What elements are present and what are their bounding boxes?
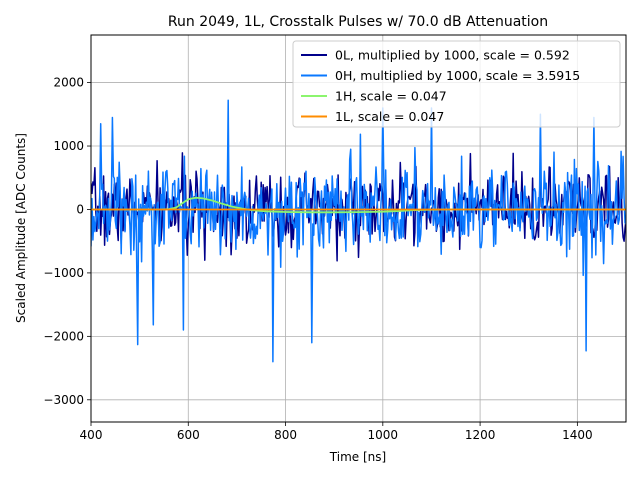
legend-label: 1H, scale = 0.047 xyxy=(335,89,447,104)
x-tick-label: 1200 xyxy=(465,428,496,442)
legend-label: 1L, scale = 0.047 xyxy=(335,109,444,124)
legend-box xyxy=(292,40,621,128)
plot-frame xyxy=(90,34,627,423)
x-axis-label: Time [ns] xyxy=(329,450,386,464)
legend: 0L, multiplied by 1000, scale = 0.592 0H,… xyxy=(292,40,621,128)
x-tick-label: 1400 xyxy=(562,428,593,442)
y-tick-label: −2000 xyxy=(43,329,84,343)
chart-title: Run 2049, 1L, Crosstalk Pulses w/ 70.0 d… xyxy=(168,14,548,30)
series-line-1 xyxy=(91,99,626,363)
y-axis-label: Scaled Amplitude [ADC Counts] xyxy=(14,133,28,323)
y-tick-label: 0 xyxy=(76,202,84,216)
y-tick-label: 1000 xyxy=(53,139,84,153)
series-line-0 xyxy=(91,152,626,262)
y-tick-label: 2000 xyxy=(53,76,84,90)
y-tick-label: −1000 xyxy=(43,266,84,280)
x-axis: 400 600 800 1000 1200 1400 xyxy=(80,422,593,442)
x-tick-label: 800 xyxy=(274,428,297,442)
y-axis: −3000 −2000 −1000 0 1000 2000 xyxy=(43,76,91,407)
legend-label: 0H, multiplied by 1000, scale = 3.5915 xyxy=(335,68,580,83)
legend-label: 0L, multiplied by 1000, scale = 0.592 xyxy=(335,48,570,63)
y-tick-label: −3000 xyxy=(43,393,84,407)
x-tick-label: 600 xyxy=(177,428,200,442)
series-layer xyxy=(91,99,626,363)
x-tick-label: 1000 xyxy=(368,428,399,442)
x-tick-label: 400 xyxy=(80,428,103,442)
